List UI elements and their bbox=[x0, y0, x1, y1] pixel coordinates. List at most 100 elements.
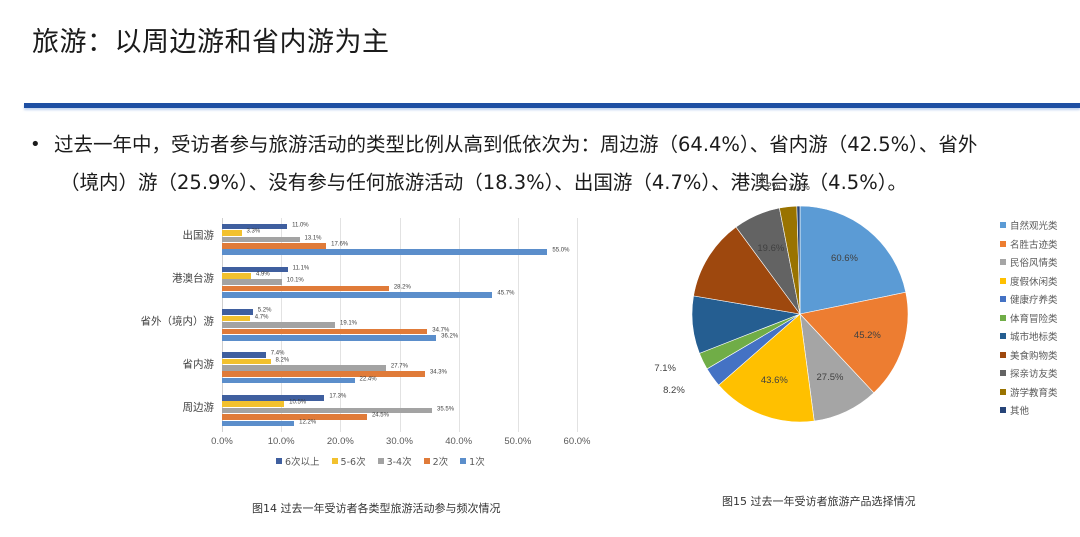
bar-value-label: 27.7% bbox=[390, 363, 408, 370]
pie-slice bbox=[796, 205, 801, 315]
legend-swatch-icon bbox=[331, 458, 338, 464]
pie-value-label: 7.2% bbox=[758, 180, 781, 192]
bar bbox=[222, 358, 271, 365]
bar bbox=[222, 335, 437, 341]
gridline bbox=[340, 218, 342, 432]
bar bbox=[222, 365, 386, 371]
x-tick-label: 0.0% bbox=[211, 436, 233, 447]
bar bbox=[222, 223, 288, 230]
legend-swatch-icon bbox=[1000, 388, 1006, 395]
bar-value-label: 10.5% bbox=[289, 399, 307, 406]
legend-label: 体育冒险类 bbox=[1010, 313, 1058, 325]
legend-label: 探亲访友类 bbox=[1010, 369, 1058, 381]
bar-value-label: 35.5% bbox=[437, 406, 455, 413]
bar-value-label: 17.3% bbox=[329, 393, 347, 400]
legend-item: 6次以上 bbox=[276, 454, 320, 468]
legend-swatch-icon bbox=[377, 458, 384, 464]
legend-swatch-icon bbox=[276, 458, 282, 464]
bar-value-label: 3.3% bbox=[246, 228, 261, 235]
legend-item: 3-4次 bbox=[377, 454, 412, 468]
pie-value-label: 19.6% bbox=[757, 242, 785, 254]
bar-value-label: 34.7% bbox=[432, 327, 450, 334]
pie-slice bbox=[799, 205, 907, 315]
legend-swatch-icon bbox=[460, 458, 467, 464]
bar-value-label: 11.1% bbox=[292, 265, 310, 272]
bar bbox=[222, 328, 428, 335]
category-label: 港澳台游 bbox=[172, 272, 214, 285]
x-tick-label: 60.0% bbox=[563, 436, 591, 447]
bar-value-label: 17.6% bbox=[331, 241, 349, 248]
legend-label: 健康疗养类 bbox=[1010, 295, 1058, 307]
legend-item: 1次 bbox=[460, 454, 485, 468]
legend-swatch-icon bbox=[1000, 259, 1006, 266]
bar-value-label: 7.4% bbox=[270, 350, 285, 357]
bar-value-label: 45.7% bbox=[497, 290, 515, 297]
legend-label: 度假休闲类 bbox=[1010, 276, 1058, 288]
bar-value-label: 13.1% bbox=[304, 235, 322, 242]
legend-swatch-icon bbox=[1000, 222, 1006, 229]
legend-item: 名胜古迹类 bbox=[1000, 235, 1058, 254]
bar bbox=[222, 377, 355, 384]
legend-item: 探亲访友类 bbox=[1000, 364, 1058, 383]
legend-label: 3-4次 bbox=[386, 457, 412, 468]
bar bbox=[222, 279, 282, 285]
bar-value-label: 19.1% bbox=[340, 320, 358, 327]
bar bbox=[222, 249, 548, 255]
legend-item: 健康疗养类 bbox=[1000, 290, 1058, 309]
bar-plot-area: 11.0% 3.3% 13.1% 17.6% 55.0% 11.1% 4.9% 10.1% 28… bbox=[222, 218, 578, 432]
legend-swatch-icon bbox=[1000, 370, 1006, 377]
bar-chart-legend: 6次以上 5-6次 3-4次 2次 1次 bbox=[276, 454, 485, 468]
legend-label: 6次以上 bbox=[285, 457, 320, 468]
pie-chart-legend: 自然观光类 名胜古迹类 民俗风情类 度假休闲类 健康疗养类 体育冒险类 城市地标类 美食购物类… bbox=[1000, 216, 1058, 420]
x-tick-label: 20.0% bbox=[326, 436, 354, 447]
bar bbox=[222, 273, 251, 279]
legend-label: 游学教育类 bbox=[1010, 387, 1058, 399]
legend-label: 1次 bbox=[469, 457, 485, 468]
legend-item: 其他 bbox=[1000, 401, 1058, 420]
x-tick-label: 50.0% bbox=[504, 436, 532, 447]
legend-swatch-icon bbox=[1000, 314, 1006, 321]
bar bbox=[222, 266, 288, 273]
category-label: 省内游 bbox=[182, 358, 215, 371]
bar-value-label: 12.2% bbox=[299, 419, 317, 426]
legend-label: 美食购物类 bbox=[1010, 350, 1058, 362]
bar-value-label: 22.4% bbox=[359, 376, 377, 383]
legend-item: 度假休闲类 bbox=[1000, 272, 1058, 291]
bar bbox=[222, 309, 253, 315]
bar-value-label: 11.0% bbox=[292, 222, 309, 229]
legend-label: 名胜古迹类 bbox=[1010, 239, 1058, 251]
legend-swatch-icon bbox=[1000, 351, 1006, 358]
bar bbox=[222, 236, 300, 243]
x-tick-label: 40.0% bbox=[445, 436, 473, 447]
bar bbox=[222, 292, 493, 298]
legend-label: 民俗风情类 bbox=[1010, 258, 1058, 270]
legend-item: 5-6次 bbox=[331, 454, 366, 468]
pie-slice bbox=[693, 226, 801, 315]
bar bbox=[222, 352, 266, 358]
pie-chart-graphic bbox=[691, 205, 909, 423]
legend-swatch-icon bbox=[423, 458, 430, 464]
bar bbox=[222, 401, 285, 407]
bar bbox=[222, 395, 325, 401]
bar bbox=[222, 414, 367, 420]
bar-value-label: 4.9% bbox=[255, 271, 270, 278]
bar-value-label: 24.5% bbox=[371, 412, 389, 419]
bar-value-label: 36.2% bbox=[441, 333, 459, 340]
bar bbox=[222, 322, 335, 328]
figure-14-caption: 图14 过去一年受访者各类型旅游活动参与频次情况 bbox=[252, 502, 501, 515]
bar bbox=[222, 230, 242, 236]
bar-value-label: 10.1% bbox=[286, 277, 304, 284]
bar-value-label: 8.2% bbox=[275, 357, 290, 364]
bar-value-label: 5.2% bbox=[257, 307, 272, 314]
pie-value-label: 8.2% bbox=[663, 385, 685, 397]
legend-item: 城市地标类 bbox=[1000, 327, 1058, 346]
bar bbox=[222, 407, 433, 414]
title-divider bbox=[24, 103, 1080, 108]
legend-item: 2次 bbox=[423, 454, 448, 468]
x-tick-label: 10.0% bbox=[267, 436, 295, 447]
pie-chart-product-choice: 60.6% 45.2% 27.5% 43.6% 8.2% 7.1% 19.6% 7.2% 1.3… bbox=[654, 181, 990, 450]
bar-value-label: 4.7% bbox=[254, 314, 269, 321]
legend-swatch-icon bbox=[1000, 333, 1006, 340]
gridline bbox=[577, 218, 578, 432]
gridline bbox=[399, 218, 401, 432]
